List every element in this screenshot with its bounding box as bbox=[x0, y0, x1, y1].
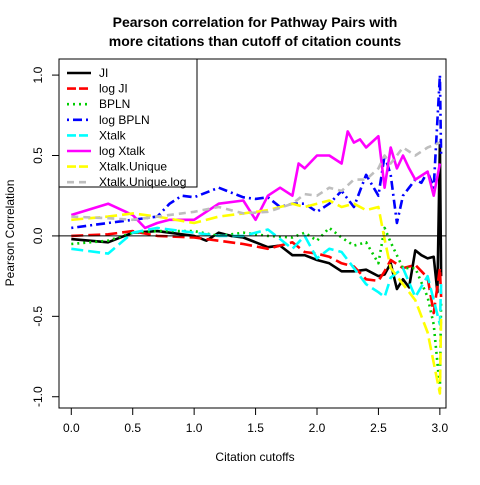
y-tick-label: 0.5 bbox=[31, 147, 45, 164]
y-tick-label: -0.5 bbox=[31, 306, 45, 327]
series-line-bpln bbox=[71, 226, 443, 391]
series-line-xtalk-unique bbox=[71, 199, 443, 395]
legend-label: Xtalk.Unique bbox=[99, 160, 167, 174]
series-line-log-ji bbox=[71, 229, 443, 315]
y-tick-label: -1.0 bbox=[31, 386, 45, 407]
x-tick-label: 2.5 bbox=[370, 421, 387, 435]
chart-title: Pearson correlation for Pathway Pairs wi… bbox=[109, 14, 402, 49]
x-tick-label: 1.5 bbox=[247, 421, 264, 435]
legend-label: log Xtalk bbox=[99, 144, 146, 158]
x-tick-label: 2.0 bbox=[309, 421, 326, 435]
legend-label: log JI bbox=[99, 82, 128, 96]
x-tick-label: 0.0 bbox=[63, 421, 80, 435]
x-tick-label: 3.0 bbox=[432, 421, 449, 435]
series-lines bbox=[70, 73, 443, 395]
series-line-xtalk bbox=[71, 226, 443, 326]
legend-label: JI bbox=[99, 66, 108, 80]
series-line-log-bpln bbox=[71, 73, 443, 230]
chart-title-line-2: more citations than cutoff of citation c… bbox=[109, 33, 402, 49]
x-axis: 0.0 0.5 1.0 1.5 2.0 2.5 3.0 bbox=[63, 407, 449, 435]
chart-title-line-1: Pearson correlation for Pathway Pairs wi… bbox=[113, 14, 398, 30]
y-axis-label: Pearson Correlation bbox=[3, 180, 17, 287]
legend-label: BPLN bbox=[99, 97, 130, 111]
x-axis-label: Citation cutoffs bbox=[215, 450, 294, 464]
legend-label: Xtalk bbox=[99, 128, 127, 142]
y-tick-label: 0.0 bbox=[31, 227, 45, 244]
legend-label: Xtalk.Unique.log bbox=[99, 175, 186, 189]
y-tick-label: 1.0 bbox=[31, 66, 45, 83]
legend-label: log BPLN bbox=[99, 113, 150, 127]
y-axis: -1.0 -0.5 0.0 0.5 1.0 bbox=[31, 66, 60, 407]
x-tick-label: 1.0 bbox=[186, 421, 203, 435]
x-tick-label: 0.5 bbox=[124, 421, 141, 435]
